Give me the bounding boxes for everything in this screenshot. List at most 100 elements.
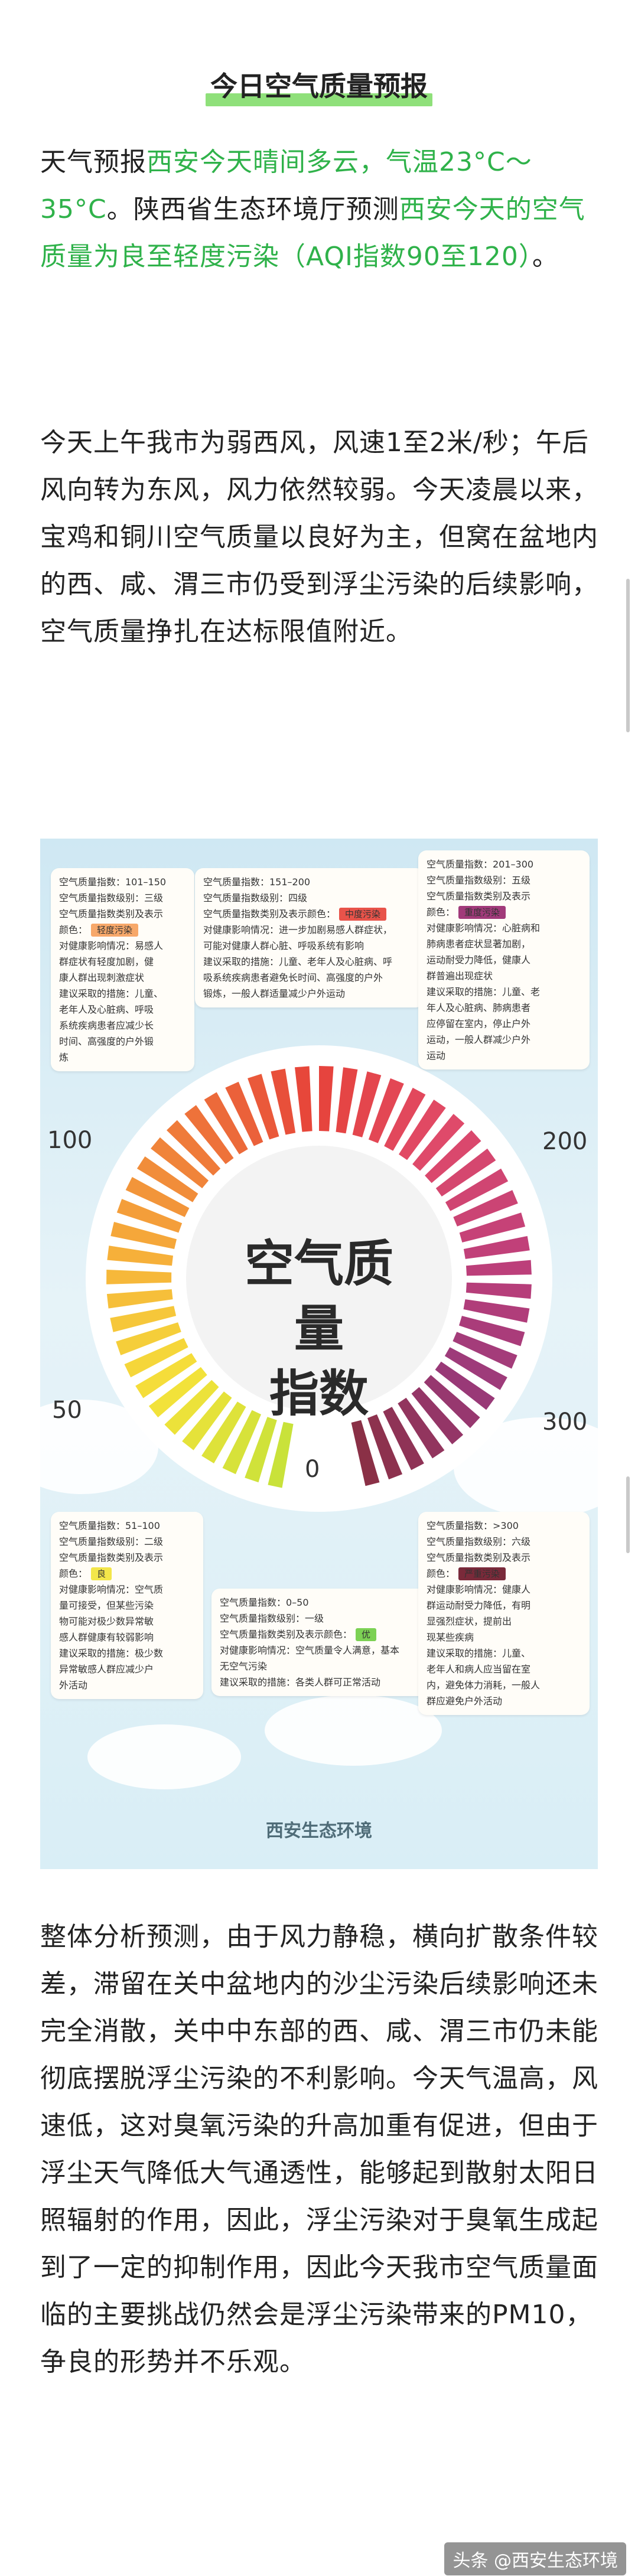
- ring-segment: [367, 1414, 403, 1480]
- card-row-text: 对健康影响情况：进一步加剧易感人群症状，: [203, 924, 393, 935]
- card-row-text: 异常敏感人群应减少户: [59, 1664, 154, 1675]
- ring-label-0: 0: [305, 1456, 320, 1483]
- card-row: 异常敏感人群应减少户: [59, 1661, 195, 1677]
- card-row: 空气质量指数：>300: [427, 1518, 581, 1534]
- card-row: 颜色： 轻度污染: [59, 922, 186, 938]
- ring-segment: [412, 1114, 465, 1171]
- card-row: 空气质量指数级别：五级: [427, 872, 581, 888]
- card-row: 对健康影响情况：空气质: [59, 1582, 195, 1597]
- card-row: 康人群出现刺激症状: [59, 970, 186, 986]
- ring-segment: [148, 1367, 207, 1418]
- card-row: 颜色： 严重污染: [427, 1566, 581, 1582]
- card-row-text: 应停留在室内，停止户外: [427, 1018, 531, 1029]
- card-row-text: 对健康影响情况：空气质量令人满意，基本: [220, 1645, 400, 1656]
- card-row: 颜色：良: [59, 1566, 195, 1582]
- category-tag: 优: [356, 1628, 377, 1641]
- card-row-text: 空气质量指数类别及表示: [427, 891, 531, 902]
- ring-segment: [459, 1212, 526, 1243]
- card-row: 空气质量指数类别及表示颜色：优: [220, 1626, 432, 1642]
- ring-segment: [271, 1068, 296, 1135]
- analysis-paragraph: 整体分析预测，由于风力静稳，横向扩散条件较差，滞留在关中盆地内的沙尘污染后续影响…: [40, 1922, 598, 2377]
- ring-label-300: 300: [542, 1408, 588, 1436]
- card-row-text: 物可能对极少数异常敏: [59, 1616, 154, 1627]
- card-row-text: 空气质量指数类别及表示颜色：: [203, 908, 336, 919]
- scrollbar-thumb[interactable]: [626, 1476, 630, 1553]
- card-row: 运动耐受力降低，健康人: [427, 952, 581, 968]
- ring-segment: [435, 1148, 496, 1196]
- card-row-text: 感人群健康有较弱影响: [59, 1632, 154, 1643]
- card-row: 空气质量指数级别：六级: [427, 1534, 581, 1550]
- card-row: 空气质量指数：151–200: [203, 874, 416, 890]
- card-row-text: 空气质量指数级别：四级: [203, 892, 308, 904]
- card-row-text: 空气质量指数：101–150: [59, 876, 167, 888]
- center-title-line1: 空气质量: [244, 1235, 393, 1358]
- card-row-text: 空气质量指数：51–100: [59, 1520, 160, 1531]
- card-row-text: 建议采取的措施：各类人群可正常活动: [220, 1677, 381, 1688]
- card-row: 老年人及心脏病、呼吸: [59, 1002, 186, 1018]
- scrollbar-thumb[interactable]: [626, 579, 630, 732]
- card-row: 空气质量指数：101–150: [59, 874, 186, 890]
- card-row: 空气质量指数类别及表示: [59, 1550, 195, 1566]
- card-row-text: 群普遍出现症状: [427, 970, 493, 982]
- ring-segment: [368, 1078, 404, 1143]
- card-row-text: 肺病患者症状显著加剧，: [427, 938, 531, 950]
- ring-segment: [351, 1420, 380, 1486]
- card-good: 空气质量指数：51–100 空气质量指数级别：二级空气质量指数类别及表示颜色：良对…: [51, 1512, 203, 1699]
- card-row-text: 量可接受，但某些污染: [59, 1600, 154, 1611]
- center-title-line2: 指数: [269, 1365, 369, 1423]
- card-row: 对健康影响情况：空气质量令人满意，基本: [220, 1642, 432, 1658]
- ring-segment: [204, 1092, 248, 1155]
- card-moderate-pollution: 空气质量指数：151–200 空气质量指数级别：四级空气质量指数类别及表示颜色：中…: [195, 868, 424, 1007]
- card-row: 空气质量指数级别：三级: [59, 890, 186, 906]
- forecast-paragraph: 天气预报西安今天晴间多云，气温23°C～35°C。陕西省生态环境厅预测西安今天的…: [40, 139, 601, 281]
- card-row-text: 空气质量指数级别：五级: [427, 875, 531, 886]
- card-row-text: 建议采取的措施：儿童、老: [427, 986, 541, 997]
- ring-segment: [135, 1353, 197, 1398]
- card-row-text: 群症状有轻度加剧，健: [59, 956, 154, 967]
- card-row-text: 建议采取的措施：极少数: [59, 1648, 164, 1659]
- card-row-text: 老年人及心脏病、呼吸: [59, 1004, 154, 1015]
- wind-paragraph: 今天上午我市为弱西风，风速1至2米/秒；午后风向转为东风，风力依然较弱。今天凌晨…: [40, 428, 598, 647]
- category-tag: 轻度污染: [91, 924, 139, 937]
- card-row-text: 老年人和病人应当留在室: [427, 1664, 531, 1675]
- ring-segment: [384, 1087, 426, 1151]
- card-row: 无空气污染: [220, 1658, 432, 1674]
- card-row: 空气质量指数级别：二级: [59, 1534, 195, 1550]
- category-tag: 中度污染: [339, 908, 387, 921]
- highlight-text: 西安今天晴间多云，气温23°C～35°C: [40, 147, 532, 224]
- card-row: 锻炼，一般人群适量减少户外运动: [203, 986, 416, 1002]
- card-row-text: 空气质量指数类别及表示: [427, 1552, 531, 1563]
- ring-segment: [425, 1130, 481, 1183]
- card-excellent: 空气质量指数：0–50 空气质量指数级别：一级空气质量指数类别及表示颜色：优对健康…: [211, 1589, 441, 1696]
- card-row: 建议采取的措施：儿童、: [427, 1645, 581, 1661]
- card-row-text: 空气质量指数类别及表示: [59, 1552, 164, 1563]
- ring-segment: [445, 1168, 509, 1211]
- category-tag: 严重污染: [458, 1567, 506, 1580]
- card-row-text: 空气质量指数类别及表示: [59, 908, 164, 919]
- card-row: 颜色： 重度污染: [427, 904, 581, 920]
- ring-segment: [201, 1401, 246, 1463]
- card-row: 吸系统疾病患者避免长时间、高强度的户外: [203, 970, 416, 986]
- ring-segment: [106, 1289, 173, 1309]
- card-row-text: 显强烈症状，提前出: [427, 1616, 512, 1627]
- card-row: 空气质量指数级别：四级: [203, 890, 416, 906]
- card-row-text: 现某些疾病: [427, 1632, 474, 1643]
- body-text: 。: [532, 242, 559, 272]
- card-row: 空气质量指数类别及表示: [427, 888, 581, 904]
- card-row: 群症状有轻度加剧，健: [59, 954, 186, 970]
- ring-segment: [116, 1199, 183, 1233]
- footer-logo-text: 西安生态环境: [266, 1821, 372, 1841]
- card-row-text: 空气质量指数级别：一级: [220, 1613, 324, 1624]
- ring-segment: [182, 1391, 232, 1450]
- card-row-text: 群运动耐受力降低，有明: [427, 1600, 531, 1611]
- card-row: 群运动耐受力降低，有明: [427, 1597, 581, 1613]
- category-tag: 重度污染: [458, 906, 506, 919]
- card-row-text: 建议采取的措施：儿童、: [427, 1648, 531, 1659]
- card-row-text: 空气质量指数类别及表示颜色：: [220, 1629, 353, 1640]
- ring-segment: [125, 1177, 190, 1217]
- card-row-text: 空气质量指数：0–50: [220, 1597, 309, 1608]
- card-row: 空气质量指数类别及表示: [59, 906, 186, 922]
- category-tag: 良: [91, 1567, 112, 1580]
- card-row-text: 颜色：: [59, 924, 88, 935]
- ring-segment: [435, 1361, 495, 1410]
